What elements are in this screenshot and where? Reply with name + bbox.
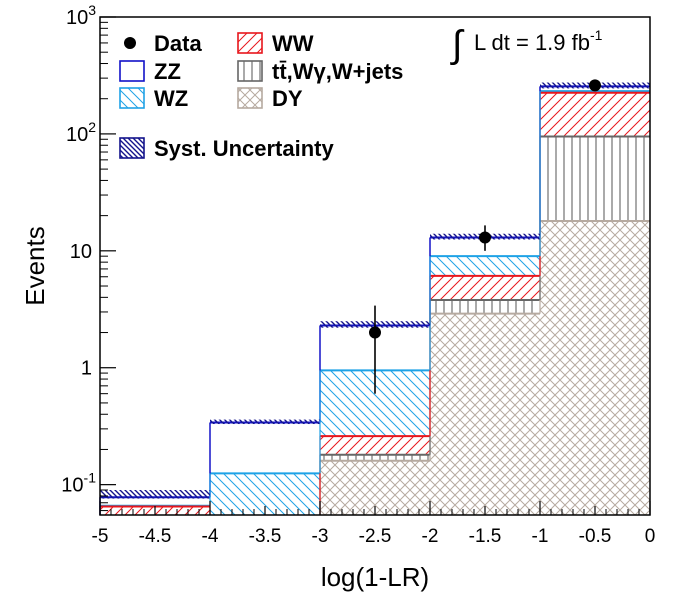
legend-swatch-syst bbox=[119, 137, 145, 159]
legend-entry-zz: ZZ bbox=[119, 59, 181, 84]
legend-label-top: tt̄,Wγ,W+jets bbox=[272, 59, 403, 84]
legend-entry-dy: DY bbox=[237, 86, 303, 111]
data-point-0 bbox=[369, 326, 381, 339]
integral-symbol: ∫ bbox=[450, 24, 465, 66]
x-axis-label: log(1-LR) bbox=[321, 562, 429, 592]
legend-label-ww: WW bbox=[272, 31, 314, 56]
y-axis-label: Events bbox=[20, 226, 50, 306]
legend-swatch-ww bbox=[237, 32, 263, 54]
x-tick-label-5: -2.5 bbox=[359, 526, 392, 547]
data-point-1 bbox=[479, 231, 491, 244]
legend: Data WW ZZ tt̄,Wγ,W+jets WZ DY Syst. Uncertain… bbox=[119, 31, 403, 161]
y-tick-label-3: 102 bbox=[66, 119, 96, 146]
legend-label-zz: ZZ bbox=[154, 59, 181, 84]
x-tick-label-9: -0.5 bbox=[579, 526, 612, 547]
legend-label-data: Data bbox=[154, 31, 202, 56]
syst-band-0 bbox=[100, 489, 210, 499]
luminosity-label: L dt = 1.9 fb-1 bbox=[474, 27, 603, 55]
x-tick-label-2: -4 bbox=[202, 526, 219, 547]
y-tick-label-2: 10 bbox=[70, 241, 92, 263]
x-tick-label-1: -4.5 bbox=[139, 526, 172, 547]
legend-entry-ww: WW bbox=[237, 31, 314, 56]
x-tick-label-6: -2 bbox=[422, 526, 439, 547]
x-tick-label-3: -3.5 bbox=[249, 526, 282, 547]
x-tick-label-10: 0 bbox=[645, 526, 656, 547]
legend-entry-data: Data bbox=[124, 31, 202, 56]
legend-label-wz: WZ bbox=[154, 86, 188, 111]
x-tick-label-4: -3 bbox=[312, 526, 329, 547]
y-tick-label-0: 10-1 bbox=[61, 470, 96, 497]
y-tick-label-1: 1 bbox=[81, 358, 92, 380]
legend-label-dy: DY bbox=[272, 86, 303, 111]
legend-swatch-dy bbox=[237, 87, 263, 109]
legend-swatch-wz bbox=[119, 87, 145, 109]
legend-swatch-top bbox=[237, 60, 263, 82]
x-tick-label-0: -5 bbox=[92, 526, 109, 547]
bar-dy-2 bbox=[320, 460, 430, 515]
luminosity-annotation: ∫ L dt = 1.9 fb-1 bbox=[450, 24, 603, 66]
y-tick-label-4: 103 bbox=[66, 2, 96, 29]
legend-entry-top: tt̄,Wγ,W+jets bbox=[237, 59, 403, 84]
x-tick-label-7: -1.5 bbox=[469, 526, 502, 547]
legend-swatch-zz bbox=[119, 60, 145, 82]
data-point-2 bbox=[589, 79, 601, 92]
axes: -5 -4.5 -4 -3.5 -3 -2.5 -2 -1.5 -1 -0.5 0 10-1 1 10 10… bbox=[61, 2, 655, 547]
legend-label-syst: Syst. Uncertainty bbox=[154, 136, 334, 161]
data-points bbox=[369, 79, 601, 394]
bar-dy-4 bbox=[540, 220, 650, 516]
x-tick-label-8: -1 bbox=[532, 526, 549, 547]
syst-band-1 bbox=[210, 419, 320, 425]
legend-entry-syst: Syst. Uncertainty bbox=[119, 136, 334, 161]
legend-entry-wz: WZ bbox=[119, 86, 188, 111]
bar-dy-3 bbox=[430, 313, 540, 515]
legend-swatch-data bbox=[124, 37, 136, 49]
